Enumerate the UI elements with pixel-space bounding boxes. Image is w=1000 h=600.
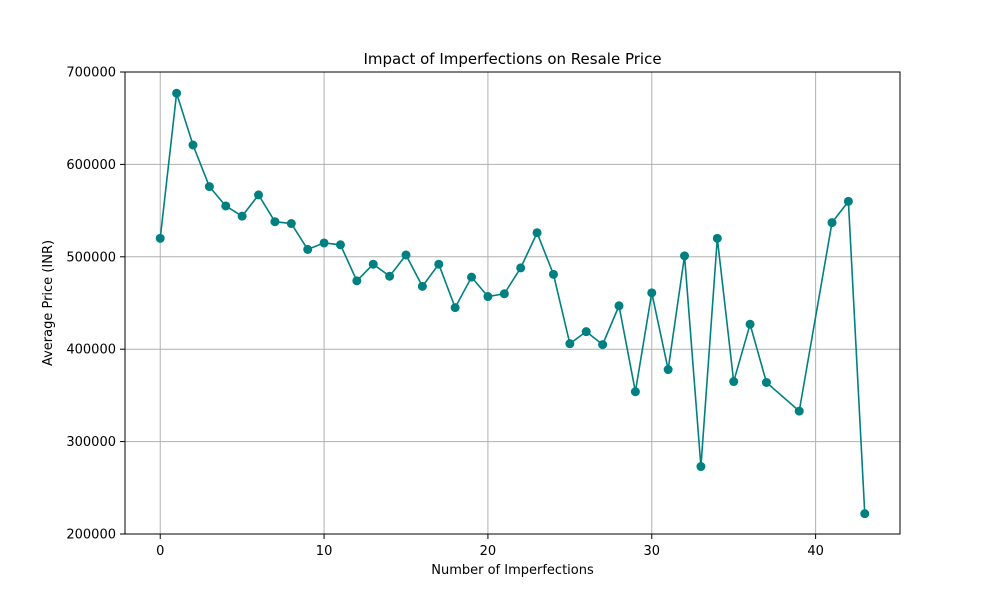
x-tick-label: 0 bbox=[156, 544, 164, 559]
data-point bbox=[401, 250, 411, 260]
x-tick-label: 20 bbox=[480, 544, 497, 559]
data-point bbox=[614, 301, 624, 311]
data-point bbox=[843, 196, 853, 206]
y-tick-label: 700000 bbox=[66, 66, 116, 81]
data-point bbox=[729, 377, 739, 387]
x-tick-label: 40 bbox=[807, 544, 824, 559]
y-tick-label: 300000 bbox=[66, 435, 116, 450]
data-point bbox=[696, 462, 706, 472]
data-point bbox=[860, 509, 870, 519]
y-tick-label: 400000 bbox=[66, 343, 116, 358]
data-point bbox=[237, 211, 247, 221]
data-point bbox=[712, 233, 722, 243]
data-point bbox=[483, 292, 493, 302]
data-point bbox=[385, 271, 395, 281]
data-point bbox=[270, 217, 280, 227]
data-point bbox=[647, 288, 657, 298]
data-point bbox=[532, 228, 542, 238]
data-point bbox=[761, 377, 771, 387]
data-point bbox=[499, 289, 509, 299]
series-group bbox=[155, 88, 870, 519]
data-point bbox=[598, 340, 608, 350]
data-point bbox=[745, 319, 755, 329]
x-tick-label: 10 bbox=[316, 544, 333, 559]
data-point bbox=[565, 339, 575, 349]
grid-lines bbox=[125, 71, 900, 535]
data-point bbox=[516, 263, 526, 273]
data-point bbox=[319, 238, 329, 248]
data-point bbox=[663, 365, 673, 375]
data-point bbox=[434, 259, 444, 269]
data-point bbox=[335, 240, 345, 250]
data-point bbox=[417, 281, 427, 291]
data-point bbox=[155, 233, 165, 243]
x-axis-ticks: 0 10 20 30 40 bbox=[156, 534, 824, 559]
series-line bbox=[159, 93, 866, 514]
data-point bbox=[204, 182, 214, 192]
y-tick-label: 600000 bbox=[66, 158, 116, 173]
data-point bbox=[172, 88, 182, 98]
data-point bbox=[303, 244, 313, 254]
data-point bbox=[630, 387, 640, 397]
y-tick-label: 500000 bbox=[66, 250, 116, 265]
data-point bbox=[467, 272, 477, 282]
data-point bbox=[352, 276, 362, 286]
y-axis-ticks: 200000 300000 400000 500000 600000 700000 bbox=[66, 66, 125, 543]
x-tick-label: 30 bbox=[643, 544, 660, 559]
data-point bbox=[188, 140, 198, 150]
y-tick-label: 200000 bbox=[66, 528, 116, 543]
y-axis-label: Average Price (INR) bbox=[41, 240, 56, 366]
data-point bbox=[680, 251, 690, 261]
chart-title: Impact of Imperfections on Resale Price bbox=[363, 50, 661, 68]
data-point bbox=[827, 218, 837, 228]
data-point bbox=[254, 190, 264, 200]
data-point bbox=[548, 269, 558, 279]
data-point bbox=[794, 406, 804, 416]
plot-frame bbox=[124, 71, 901, 535]
x-axis-label: Number of Imperfections bbox=[431, 563, 594, 578]
data-point bbox=[581, 327, 591, 337]
data-point bbox=[368, 259, 378, 269]
data-point bbox=[286, 219, 296, 229]
data-point bbox=[221, 201, 231, 211]
data-point bbox=[450, 303, 460, 313]
